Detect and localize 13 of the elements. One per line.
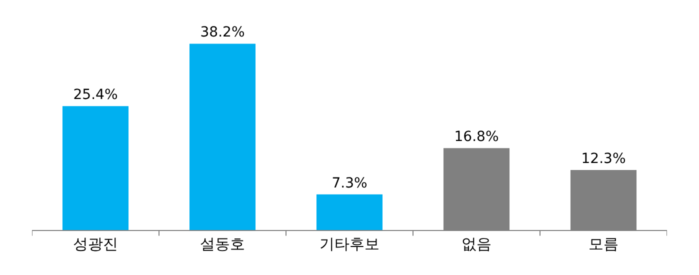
x-tick-label: 설동호	[200, 235, 245, 253]
data-label: 12.3%	[581, 151, 626, 168]
bar	[189, 44, 256, 230]
bar	[316, 194, 383, 230]
bar	[62, 106, 129, 230]
x-tick-label: 기타후보	[320, 235, 380, 253]
x-tick-label: 모름	[588, 235, 618, 253]
data-label: 16.8%	[454, 129, 499, 146]
data-label: 25.4%	[73, 87, 118, 104]
data-label: 7.3%	[332, 175, 368, 192]
x-tick-label: 없음	[462, 235, 492, 253]
data-label: 38.2%	[200, 24, 245, 41]
x-tick-label: 성광진	[73, 235, 118, 253]
